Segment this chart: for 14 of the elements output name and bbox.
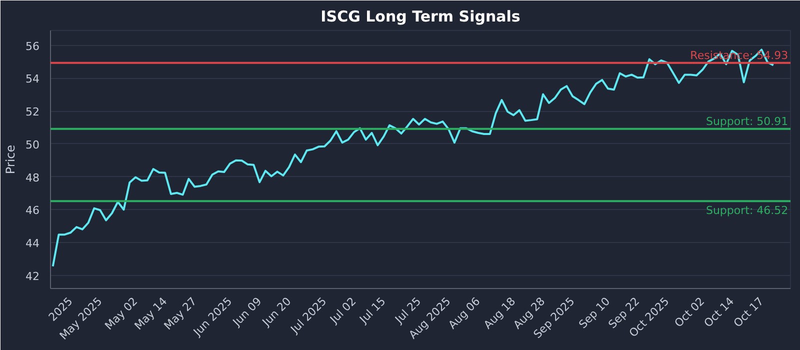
y-tick-label: 42 bbox=[26, 270, 40, 283]
y-tick-label: 54 bbox=[26, 72, 40, 86]
y-tick-label: 46 bbox=[26, 204, 40, 218]
y-tick-label: 50 bbox=[26, 138, 40, 152]
y-tick-label: 44 bbox=[26, 236, 40, 250]
y-tick-label: 48 bbox=[26, 171, 40, 184]
x-tick-label: Jul 15 bbox=[356, 294, 388, 327]
ref-line-label: Support: 50.91 bbox=[706, 114, 788, 128]
y-tick-label: 52 bbox=[26, 106, 40, 119]
y-tick-label: 56 bbox=[26, 40, 40, 53]
chart-title: ISCG Long Term Signals bbox=[320, 8, 520, 26]
x-tick-label: Jul 02 bbox=[326, 294, 359, 327]
y-axis-title: Price bbox=[4, 144, 18, 174]
ref-line-label: Support: 46.52 bbox=[706, 204, 788, 218]
